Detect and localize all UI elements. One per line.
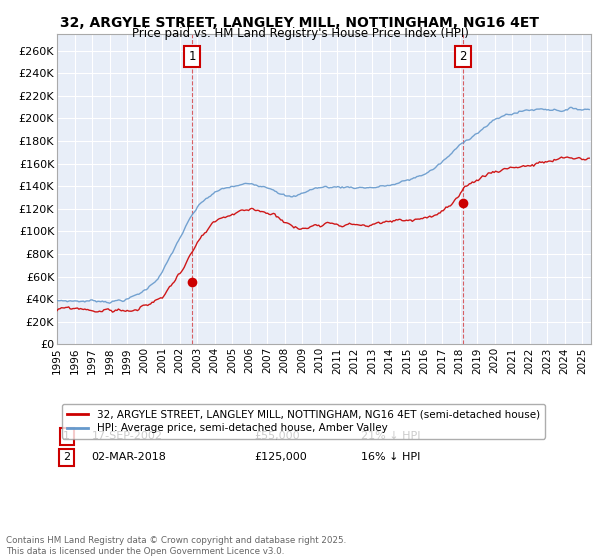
Text: Price paid vs. HM Land Registry's House Price Index (HPI): Price paid vs. HM Land Registry's House … [131, 27, 469, 40]
Text: Contains HM Land Registry data © Crown copyright and database right 2025.
This d: Contains HM Land Registry data © Crown c… [6, 536, 346, 556]
Text: 2: 2 [63, 452, 70, 462]
Text: £55,000: £55,000 [254, 431, 300, 441]
Text: 17-SEP-2002: 17-SEP-2002 [92, 431, 163, 441]
Text: 32, ARGYLE STREET, LANGLEY MILL, NOTTINGHAM, NG16 4ET: 32, ARGYLE STREET, LANGLEY MILL, NOTTING… [61, 16, 539, 30]
Text: 02-MAR-2018: 02-MAR-2018 [92, 452, 167, 462]
Text: 2: 2 [459, 50, 466, 63]
Legend: 32, ARGYLE STREET, LANGLEY MILL, NOTTINGHAM, NG16 4ET (semi-detached house), HPI: 32, ARGYLE STREET, LANGLEY MILL, NOTTING… [62, 404, 545, 438]
Text: 16% ↓ HPI: 16% ↓ HPI [361, 452, 421, 462]
Text: 21% ↓ HPI: 21% ↓ HPI [361, 431, 421, 441]
Text: 1: 1 [188, 50, 196, 63]
Text: £125,000: £125,000 [254, 452, 307, 462]
Text: 1: 1 [63, 431, 70, 441]
